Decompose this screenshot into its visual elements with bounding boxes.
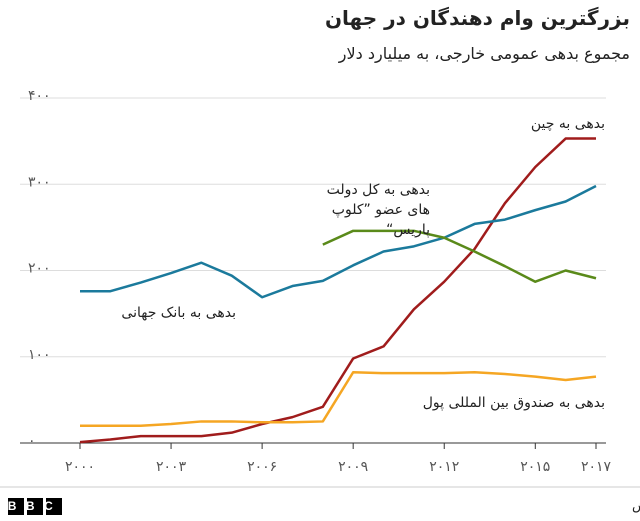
y-tick-label: ۱۰۰ xyxy=(28,347,51,363)
y-tick-label: ۳۰۰ xyxy=(28,174,51,190)
line xyxy=(322,229,597,283)
line xyxy=(80,371,597,427)
series-label: بدهی به چین xyxy=(530,116,605,132)
logo-box xyxy=(8,498,24,515)
x-tick-label: ۲۰۰۹ xyxy=(338,459,368,475)
line xyxy=(80,184,597,299)
x-tick-label: ۲۰۱۵ xyxy=(520,459,550,475)
source: منبع: آمار بدهی بین المللی بانک جهانی، ”… xyxy=(632,497,640,514)
series-label: بدهی به صندوق بین المللی پول xyxy=(422,395,605,411)
logo-box xyxy=(27,498,43,515)
y-tick-label: ۲۰۰ xyxy=(28,261,51,277)
line xyxy=(79,137,596,444)
chart-title: بزرگترین وام دهندگان در جهان xyxy=(324,6,630,30)
logo: BBC xyxy=(8,499,63,513)
logo-box xyxy=(46,498,62,515)
x-tick-label: ۲۰۰۳ xyxy=(156,459,187,475)
y-tick-label: ۰ xyxy=(28,433,36,449)
series-label: بدهی به بانک جهانی xyxy=(121,305,236,321)
y-tick-label: ۴۰۰ xyxy=(28,88,51,104)
x-tick-label: ۲۰۱۷ xyxy=(581,459,612,475)
series-label: بدهی به کل دولت های عضو ”کلوپ پاریس“ xyxy=(326,182,430,238)
x-tick-label: ۲۰۰۶ xyxy=(247,459,277,475)
x-tick-label: ۲۰۱۲ xyxy=(429,459,459,475)
chart-subtitle: مجموع بدهی عمومی خارجی، به میلیارد دلار xyxy=(338,44,630,63)
x-tick-label: ۲۰۰۰ xyxy=(65,459,95,475)
